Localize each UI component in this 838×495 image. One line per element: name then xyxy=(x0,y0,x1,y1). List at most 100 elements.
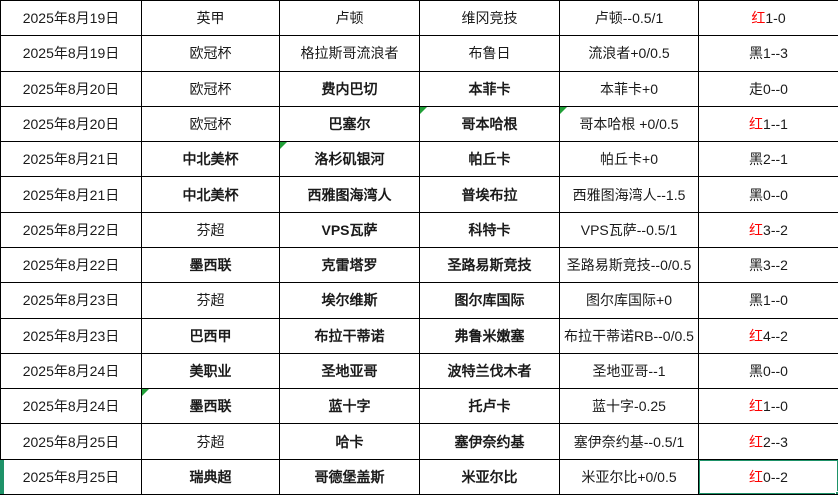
cell-away[interactable]: 波特兰伐木者 xyxy=(419,352,560,390)
cell-league[interactable]: 美职业 xyxy=(141,352,280,390)
cell-date[interactable]: 2025年8月19日 xyxy=(0,0,142,37)
cell-result[interactable]: 黑0--0 xyxy=(698,176,838,213)
cell-result[interactable]: 红3--2 xyxy=(698,211,838,248)
league-text: 墨西联 xyxy=(189,398,232,415)
cell-league[interactable]: 中北美杯 xyxy=(141,141,280,178)
cell-handicap[interactable]: 米亚尔比+0/0.5 xyxy=(559,458,699,495)
cell-date[interactable]: 2025年8月21日 xyxy=(0,141,142,178)
cell-league[interactable]: 芬超 xyxy=(141,423,280,460)
cell-away[interactable]: 哥本哈根 xyxy=(419,105,560,143)
cell-home[interactable]: 格拉斯哥流浪者 xyxy=(279,35,420,72)
cell-away[interactable]: 图尔库国际 xyxy=(419,282,560,319)
cell-home[interactable]: 哥德堡盖斯 xyxy=(279,458,420,495)
cell-home[interactable]: 布拉干蒂诺 xyxy=(279,317,420,354)
cell-handicap[interactable]: 本菲卡+0 xyxy=(559,70,699,107)
cell-handicap[interactable]: 图尔库国际+0 xyxy=(559,282,699,319)
cell-home[interactable]: 巴塞尔 xyxy=(279,105,420,143)
cell-home[interactable]: 哈卡 xyxy=(279,423,420,460)
cell-home[interactable]: 蓝十字 xyxy=(279,388,420,425)
home-text: 埃尔维斯 xyxy=(321,292,378,309)
handicap-text: VPS瓦萨--0.5/1 xyxy=(580,221,678,238)
cell-date[interactable]: 2025年8月24日 xyxy=(0,352,142,390)
cell-away[interactable]: 普埃布拉 xyxy=(419,176,560,213)
cell-result[interactable]: 红2--3 xyxy=(698,423,838,460)
cell-away[interactable]: 本菲卡 xyxy=(419,70,560,107)
fill-handle[interactable] xyxy=(835,491,838,494)
cell-away[interactable]: 科特卡 xyxy=(419,211,560,248)
cell-home[interactable]: 圣地亚哥 xyxy=(279,352,420,390)
cell-handicap[interactable]: 流浪者+0/0.5 xyxy=(559,35,699,72)
cell-result[interactable]: 黑0--0 xyxy=(698,352,838,390)
cell-date[interactable]: 2025年8月24日 xyxy=(0,388,142,425)
cell-result[interactable]: 红1--1 xyxy=(698,105,838,143)
table-row: 2025年8月20日 欧冠杯 费内巴切 本菲卡 本菲卡+0 走0--0 xyxy=(0,70,838,107)
cell-result[interactable]: 黑3--2 xyxy=(698,246,838,284)
cell-handicap[interactable]: 塞伊奈约基--0.5/1 xyxy=(559,423,699,460)
away-text: 米亚尔比 xyxy=(461,468,518,485)
cell-date[interactable]: 2025年8月19日 xyxy=(0,35,142,72)
cell-home[interactable]: 卢顿 xyxy=(279,0,420,37)
cell-date[interactable]: 2025年8月23日 xyxy=(0,282,142,319)
home-text: 哈卡 xyxy=(335,433,364,450)
cell-result[interactable]: 红4--2 xyxy=(698,317,838,354)
date-text: 2025年8月22日 xyxy=(22,257,120,274)
cell-date[interactable]: 2025年8月20日 xyxy=(0,105,142,143)
cell-league[interactable]: 墨西联 xyxy=(141,388,280,425)
league-text: 芬超 xyxy=(196,433,225,450)
cell-away[interactable]: 托卢卡 xyxy=(419,388,560,425)
cell-away[interactable]: 帕丘卡 xyxy=(419,141,560,178)
cell-away[interactable]: 维冈竞技 xyxy=(419,0,560,37)
cell-date[interactable]: 2025年8月22日 xyxy=(0,211,142,248)
cell-result[interactable]: 黑1--0 xyxy=(698,282,838,319)
cell-home[interactable]: 洛杉矶银河 xyxy=(279,141,420,178)
away-text: 普埃布拉 xyxy=(461,186,518,203)
cell-away[interactable]: 塞伊奈约基 xyxy=(419,423,560,460)
cell-home[interactable]: 克雷塔罗 xyxy=(279,246,420,284)
cell-result[interactable]: 黑2--1 xyxy=(698,141,838,178)
cell-handicap[interactable]: 圣地亚哥--1 xyxy=(559,352,699,390)
cell-date[interactable]: 2025年8月23日 xyxy=(0,317,142,354)
cell-date[interactable]: 2025年8月25日 xyxy=(0,423,142,460)
cell-date[interactable]: 2025年8月21日 xyxy=(0,176,142,213)
cell-home[interactable]: 西雅图海湾人 xyxy=(279,176,420,213)
cell-handicap[interactable]: 哥本哈根 +0/0.5 xyxy=(559,105,699,143)
home-text: 格拉斯哥流浪者 xyxy=(300,45,399,62)
cell-handicap[interactable]: 蓝十字-0.25 xyxy=(559,388,699,425)
cell-league[interactable]: 瑞典超 xyxy=(141,458,280,495)
cell-handicap[interactable]: 帕丘卡+0 xyxy=(559,141,699,178)
cell-home[interactable]: 费内巴切 xyxy=(279,70,420,107)
cell-away[interactable]: 米亚尔比 xyxy=(419,458,560,495)
cell-league[interactable]: 欧冠杯 xyxy=(141,70,280,107)
cell-date[interactable]: 2025年8月22日 xyxy=(0,246,142,284)
home-text: 卢顿 xyxy=(335,10,364,27)
cell-league[interactable]: 芬超 xyxy=(141,282,280,319)
cell-league[interactable]: 墨西联 xyxy=(141,246,280,284)
cell-date[interactable]: 2025年8月25日 xyxy=(0,458,142,495)
cell-date[interactable]: 2025年8月20日 xyxy=(0,70,142,107)
cell-handicap[interactable]: 西雅图海湾人--1.5 xyxy=(559,176,699,213)
cell-away[interactable]: 弗鲁米嫩塞 xyxy=(419,317,560,354)
cell-result[interactable]: 红1-0 xyxy=(698,0,838,37)
cell-league[interactable]: 巴西甲 xyxy=(141,317,280,354)
cell-result[interactable]: 走0--0 xyxy=(698,70,838,107)
cell-away[interactable]: 圣路易斯竞技 xyxy=(419,246,560,284)
result-score: 0--0 xyxy=(763,362,788,379)
cell-league[interactable]: 芬超 xyxy=(141,211,280,248)
cell-result[interactable]: 黑1--3 xyxy=(698,35,838,72)
cell-handicap[interactable]: 卢顿--0.5/1 xyxy=(559,0,699,37)
cell-handicap[interactable]: 圣路易斯竞技--0/0.5 xyxy=(559,246,699,284)
away-text: 维冈竞技 xyxy=(461,10,518,27)
cell-handicap[interactable]: 布拉干蒂诺RB--0/0.5 xyxy=(559,317,699,354)
cell-result[interactable]: 红1--0 xyxy=(698,388,838,425)
date-text: 2025年8月24日 xyxy=(22,362,120,379)
cell-league[interactable]: 中北美杯 xyxy=(141,176,280,213)
cell-away[interactable]: 布鲁日 xyxy=(419,35,560,72)
cell-home[interactable]: VPS瓦萨 xyxy=(279,211,420,248)
cell-home[interactable]: 埃尔维斯 xyxy=(279,282,420,319)
cell-league[interactable]: 英甲 xyxy=(141,0,280,37)
cell-league[interactable]: 欧冠杯 xyxy=(141,35,280,72)
cell-league[interactable]: 欧冠杯 xyxy=(141,105,280,143)
cell-result[interactable]: 红0--2 xyxy=(698,458,838,495)
result-tag: 红 xyxy=(749,433,764,450)
cell-handicap[interactable]: VPS瓦萨--0.5/1 xyxy=(559,211,699,248)
